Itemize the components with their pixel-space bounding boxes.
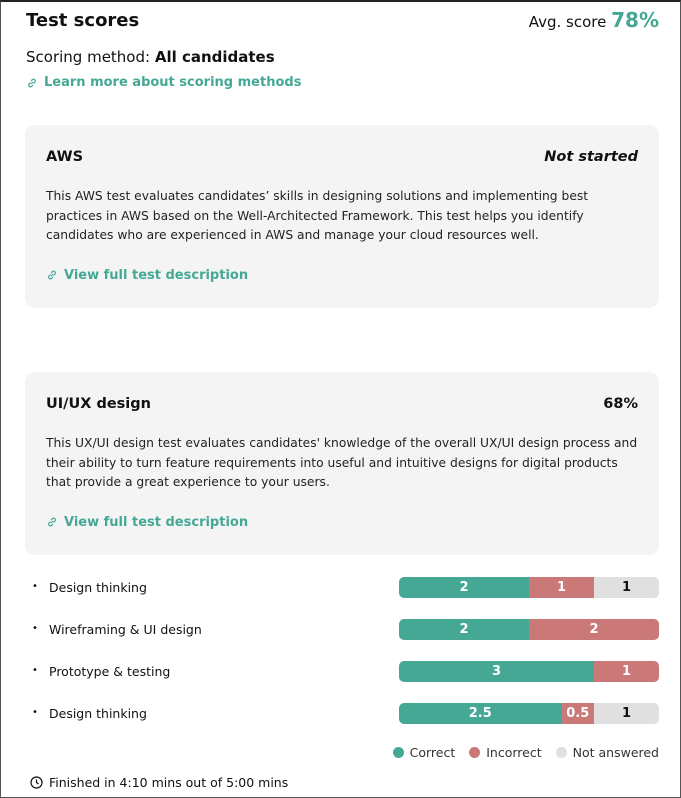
legend-correct: Correct (392, 745, 456, 760)
link-text: View full test description (64, 514, 249, 530)
correct-dot-icon (392, 747, 404, 758)
legend-label: Correct (409, 745, 456, 760)
skill-row: Wireframing & UI design 22 (32, 619, 659, 640)
correct-segment: 2 (399, 577, 529, 598)
link-icon (48, 270, 56, 280)
unanswered-segment: 1 (594, 703, 659, 724)
incorrect-segment: 1 (529, 577, 594, 598)
skill-label: Wireframing & UI design (32, 622, 202, 637)
clock-icon (30, 776, 43, 789)
link-icon (48, 517, 56, 527)
unanswered-dot-icon (555, 747, 567, 758)
incorrect-dot-icon (469, 747, 481, 758)
link-text: View full test description (64, 267, 249, 283)
skill-label: Design thinking (32, 580, 147, 595)
finished-time: Finished in 4:10 mins out of 5:00 mins (30, 775, 288, 790)
skill-label: Design thinking (32, 706, 147, 721)
learn-more-link[interactable]: Learn more about scoring methods (26, 75, 301, 90)
test-status: Not started (544, 149, 638, 165)
legend-label: Not answered (572, 745, 659, 760)
correct-segment: 2.5 (399, 703, 562, 724)
legend-unanswered: Not answered (555, 745, 659, 760)
legend: Correct Incorrect Not answered (392, 745, 659, 760)
legend-incorrect: Incorrect (469, 745, 542, 760)
test-name: AWS (46, 149, 84, 165)
correct-segment: 3 (399, 661, 594, 682)
test-card-uiux: UI/UX design 68% This UX/UI design test e… (25, 372, 659, 555)
scoring-method-label: Scoring method: (26, 48, 151, 66)
unanswered-segment: 1 (594, 577, 659, 598)
scoring-method-value: All candidates (154, 48, 275, 66)
test-description: This AWS test evaluates candidates’ skil… (46, 189, 589, 242)
test-name: UI/UX design (46, 396, 151, 412)
finished-text: Finished in 4:10 mins out of 5:00 mins (49, 775, 289, 790)
avg-score-value: 78% (611, 8, 659, 32)
skill-row: Design thinking 2.50.51 (32, 703, 659, 724)
view-description-link[interactable]: View full test description (46, 515, 638, 530)
test-description: This UX/UI design test evaluates candida… (46, 436, 638, 489)
incorrect-segment: 2 (529, 619, 659, 640)
incorrect-segment: 1 (594, 661, 659, 682)
scoring-method: Scoring method: All candidates (26, 48, 275, 66)
skill-row: Prototype & testing 31 (32, 661, 659, 682)
panel-title: Test scores (26, 10, 140, 31)
avg-score-label: Avg. score (528, 13, 607, 31)
test-card-aws: AWS Not started This AWS test evaluates c… (25, 125, 659, 308)
learn-more-text: Learn more about scoring methods (44, 75, 302, 90)
score-bar: 2.5 0.5 1 (399, 703, 659, 724)
test-score: 68% (603, 396, 638, 412)
link-icon (28, 78, 36, 87)
legend-label: Incorrect (486, 745, 542, 760)
view-description-link[interactable]: View full test description (46, 268, 638, 283)
incorrect-segment: 0.5 (561, 703, 594, 724)
avg-score: Avg. score 78% (529, 8, 659, 32)
skill-label: Prototype & testing (32, 664, 170, 679)
correct-segment: 2 (399, 619, 529, 640)
